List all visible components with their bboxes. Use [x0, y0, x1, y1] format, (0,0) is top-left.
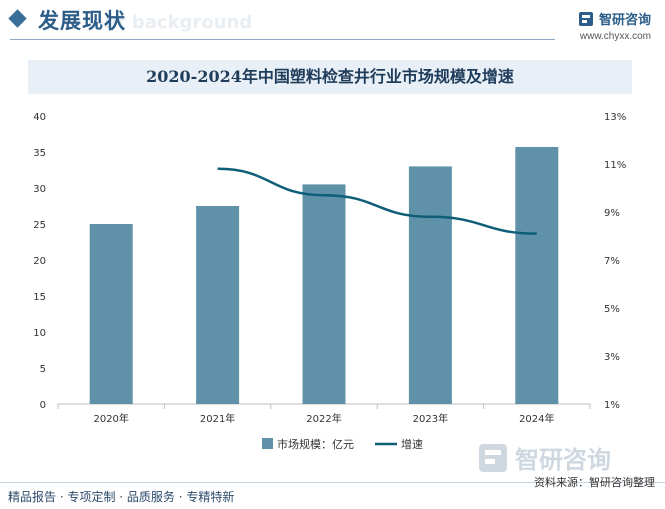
chart-title: 2020-2024年中国塑料检查井行业市场规模及增速: [146, 67, 514, 86]
x-tick-label: 2021年: [200, 412, 235, 425]
y-left-tick-label: 35: [33, 148, 46, 159]
y-right-tick-label: 11%: [604, 160, 626, 171]
y-left-tick-label: 20: [33, 256, 46, 267]
section-title: 发展现状: [38, 9, 126, 33]
header: ent background 发展现状 智研咨询 www.chyxx.com: [0, 0, 665, 44]
chart-title-bar: 2020-2024年中国塑料检查井行业市场规模及增速: [28, 60, 632, 94]
y-left-tick-label: 25: [33, 220, 46, 231]
y-left-tick-label: 30: [33, 184, 46, 195]
y-right-tick-label: 3%: [604, 352, 620, 363]
brand-name: 智研咨询: [598, 13, 651, 28]
y-left-tick-label: 10: [33, 328, 46, 339]
footer: 精品报告 · 专项定制 · 品质服务 · 专精特新 资料来源：智研咨询整理: [0, 476, 665, 509]
y-right-tick-label: 5%: [604, 304, 620, 315]
y-right-tick-label: 9%: [604, 208, 620, 219]
watermark-logo: 智研咨询: [479, 444, 611, 474]
header-divider: [10, 39, 555, 40]
brand: 智研咨询: [578, 8, 651, 28]
bar: [302, 184, 346, 404]
watermark-text: 智研咨询: [515, 446, 611, 474]
x-tick-label: 2020年: [93, 412, 128, 425]
legend-label-line: 增速: [401, 437, 423, 451]
y-left-tick-label: 5: [40, 364, 46, 375]
brand-url[interactable]: www.chyxx.com: [579, 31, 651, 42]
bar: [89, 224, 133, 404]
diamond-icon: [8, 9, 27, 28]
ghost-title: ent background: [92, 12, 253, 33]
legend-swatch-bar: [262, 438, 273, 449]
x-tick-label: 2022年: [306, 412, 341, 425]
y-left-tick-label: 40: [33, 112, 46, 123]
y-left-tick-label: 0: [40, 400, 46, 411]
bar: [408, 166, 452, 404]
chart: 0 5 10 15 20 25 30 35 40 1% 3% 5% 7% 9% 11% 13% 2020年 202…: [33, 112, 626, 451]
footer-tagline: 精品报告 · 专项定制 · 品质服务 · 专精特新: [8, 490, 235, 504]
x-tick-label: 2023年: [413, 412, 448, 425]
brand-logo-icon: [578, 11, 593, 26]
bar: [515, 146, 559, 404]
growth-line: [217, 167, 537, 235]
x-tick-label: 2024年: [519, 412, 554, 425]
legend-label-bar: 市场规模：亿元: [277, 437, 354, 451]
bar: [196, 206, 240, 404]
y-right-tick-label: 1%: [604, 400, 620, 411]
y-right-tick-label: 7%: [604, 256, 620, 267]
source-note: 资料来源：智研咨询整理: [534, 476, 655, 489]
y-left-tick-label: 15: [33, 292, 46, 303]
y-right-tick-label: 13%: [604, 112, 626, 123]
